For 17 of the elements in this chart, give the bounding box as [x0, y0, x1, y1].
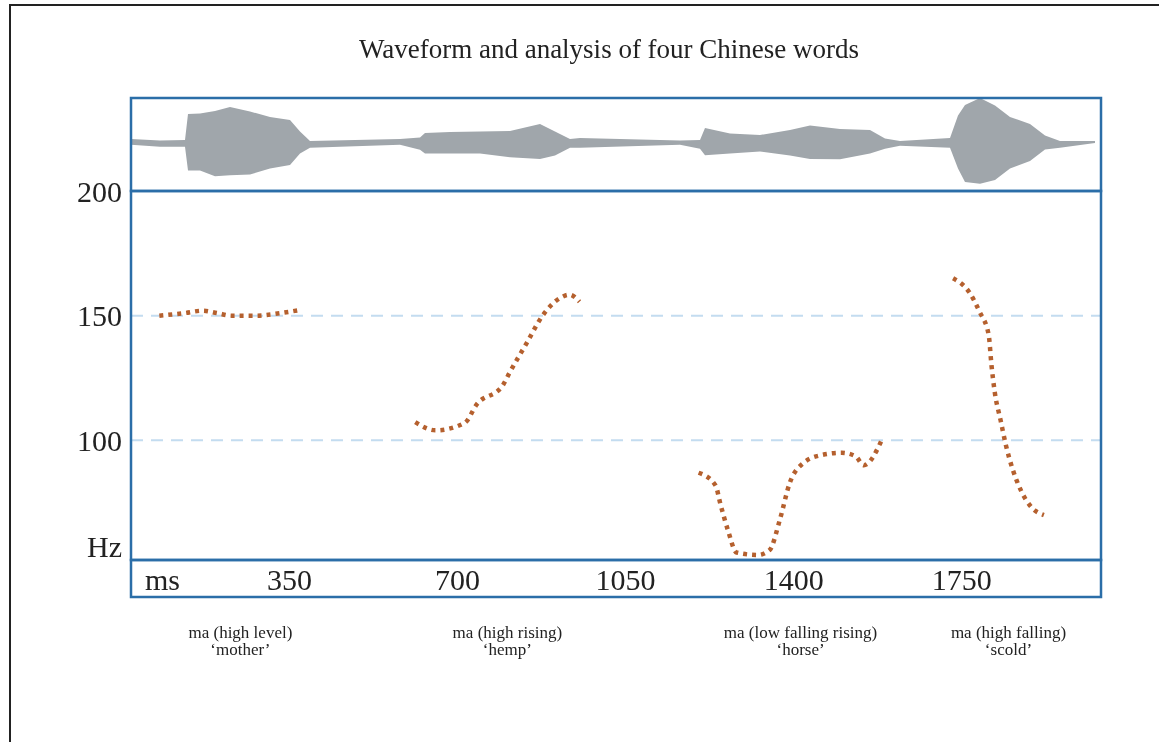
- y-tick-label: 150: [77, 299, 122, 333]
- y-axis-title: Hz: [87, 530, 122, 563]
- text: ma (low falling rising) ‘horse’: [723, 623, 878, 659]
- x-tick-label: 1050: [595, 563, 656, 596]
- y-tick-label: 100: [77, 423, 122, 457]
- x-tick-label: 1400: [763, 563, 824, 596]
- x-tick-label: 350: [266, 563, 312, 596]
- chart-title: Waveform and analysis of four Chinese words: [358, 34, 860, 64]
- line-series: [950, 276, 1047, 518]
- x-axis-title: ms: [145, 563, 181, 596]
- x-tick-label: 1750: [931, 563, 992, 596]
- text: ma (high rising) ‘hemp’: [452, 623, 563, 659]
- text: ma (high level) ‘mother’: [188, 623, 293, 659]
- line-series: [413, 292, 582, 433]
- text: ma (high falling) ‘scold’: [950, 623, 1067, 659]
- x-tick-label: 700: [435, 563, 481, 596]
- y-tick-label: 200: [77, 174, 122, 208]
